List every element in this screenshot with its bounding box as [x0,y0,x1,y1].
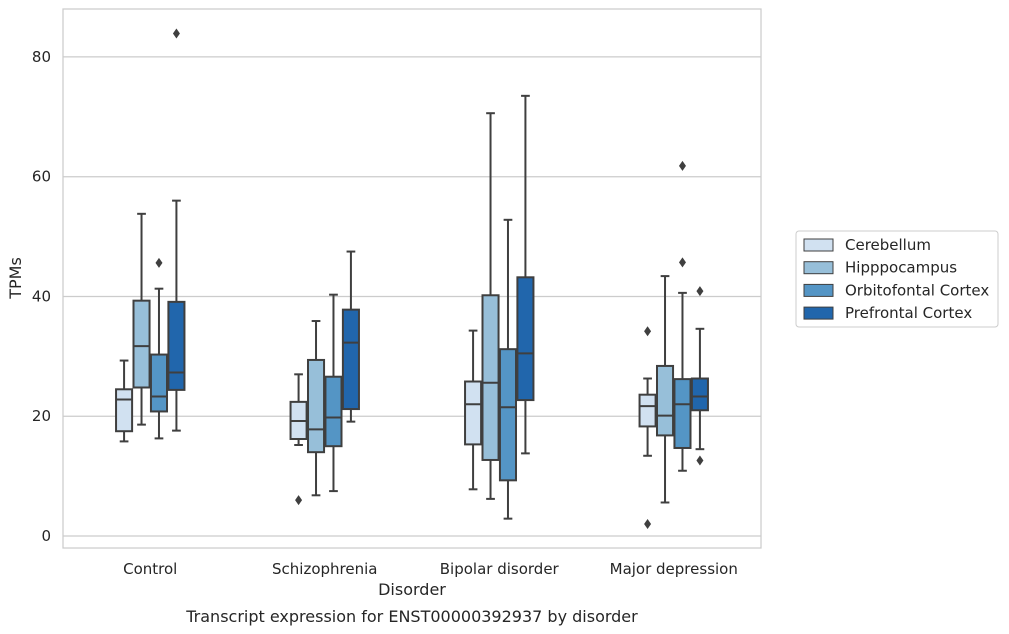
box-iqr [690,377,709,412]
box [655,275,675,504]
y-tick-label: 40 [32,287,51,305]
plot-area-frame [62,8,762,549]
grid-lines [63,56,761,537]
outlier-point [172,28,180,39]
box [324,293,343,493]
legend-swatch [803,238,834,252]
legend-label: Orbitofontal Cortex [845,281,989,299]
box [498,218,518,520]
x-tick-label: Bipolar disorder [440,560,560,578]
outlier-point [678,160,686,171]
box-iqr [167,300,186,391]
box-iqr [115,388,134,433]
x-tick-label: Schizophrenia [272,560,377,578]
legend-swatch [803,306,834,320]
box-iqr [498,348,518,482]
series-group [132,112,675,504]
box-iqr [464,380,483,446]
box [481,112,500,500]
x-axis-ticks: Control Schizophrenia Bipolar disorder Majo… [123,560,738,578]
x-tick-label: Control [123,560,177,578]
box [516,94,535,455]
y-tick-label: 60 [32,168,51,186]
box [690,286,709,466]
box [115,359,134,443]
legend-label: Cerebellum [845,236,931,254]
outlier-point [678,257,686,268]
legend-frame [795,230,999,328]
outlier-point [155,257,163,268]
box-iqr [341,308,360,411]
y-axis-label: TPMs [6,257,25,300]
box [341,250,360,423]
series-group [149,160,692,520]
box-iqr [673,378,692,449]
legend: Cerebellum Hipppocampus Orbitofontal Corte… [795,230,999,328]
box [673,160,692,472]
box-iqr [638,393,657,428]
outlier-point [644,519,652,530]
box-iqr [655,364,675,437]
box [306,320,326,497]
box [464,329,483,491]
box [167,28,186,432]
y-axis-ticks: 0 20 40 60 80 [32,48,51,545]
box [638,326,657,530]
series-group [167,28,709,466]
box [132,212,151,426]
series-group [115,326,657,530]
outlier-point [295,495,303,506]
outlier-point [696,455,704,466]
legend-swatch [803,283,834,297]
box-series [115,28,709,530]
y-tick-label: 0 [41,527,51,545]
box-iqr [132,299,151,389]
box-iqr [481,294,500,461]
box-iqr [324,375,343,448]
x-tick-label: Major depression [610,560,738,578]
box [289,373,308,506]
box [149,257,169,440]
legend-label: Prefrontal Cortex [845,304,972,322]
outlier-point [696,286,704,297]
legend-swatch [803,261,834,275]
box-iqr [306,358,326,454]
box-iqr [149,353,169,413]
x-axis-label: Disorder [378,580,446,599]
y-tick-label: 20 [32,407,51,425]
outlier-point [644,326,652,337]
y-tick-label: 80 [32,48,51,66]
chart-caption: Transcript expression for ENST0000039293… [185,607,638,626]
legend-label: Hipppocampus [845,259,957,277]
box-iqr [516,276,535,402]
